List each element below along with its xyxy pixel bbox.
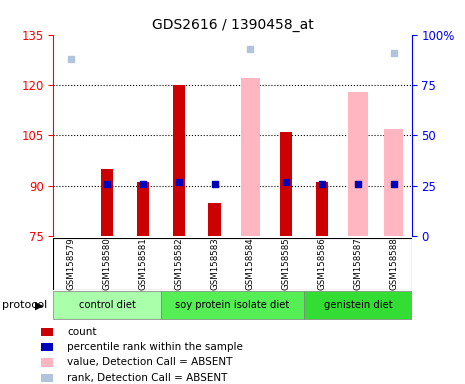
Point xyxy=(354,181,361,187)
Text: soy protein isolate diet: soy protein isolate diet xyxy=(175,300,290,310)
Bar xyxy=(240,78,260,236)
Bar xyxy=(101,169,113,236)
Bar xyxy=(316,182,328,236)
Point xyxy=(318,181,325,187)
Bar xyxy=(384,129,404,236)
Text: control diet: control diet xyxy=(79,300,136,310)
Text: GSM158586: GSM158586 xyxy=(318,238,326,290)
Point xyxy=(282,179,290,185)
Bar xyxy=(161,291,304,319)
Point xyxy=(390,181,397,187)
Text: GSM158583: GSM158583 xyxy=(210,238,219,290)
Text: GSM158587: GSM158587 xyxy=(353,238,362,290)
Bar xyxy=(280,132,292,236)
Bar xyxy=(137,182,149,236)
Point xyxy=(103,181,111,187)
Text: GSM158580: GSM158580 xyxy=(103,238,112,290)
Text: protocol: protocol xyxy=(2,300,47,310)
Text: rank, Detection Call = ABSENT: rank, Detection Call = ABSENT xyxy=(67,372,228,383)
Bar xyxy=(208,203,221,236)
Bar xyxy=(173,85,185,236)
Bar xyxy=(41,374,53,382)
Text: count: count xyxy=(67,327,97,337)
Text: GSM158581: GSM158581 xyxy=(139,238,147,290)
Point xyxy=(246,46,254,52)
Bar xyxy=(348,92,368,236)
Text: GSM158582: GSM158582 xyxy=(174,238,183,290)
Text: genistein diet: genistein diet xyxy=(324,300,392,310)
Text: percentile rank within the sample: percentile rank within the sample xyxy=(67,342,243,352)
Text: GSM158585: GSM158585 xyxy=(282,238,291,290)
Text: GSM158584: GSM158584 xyxy=(246,238,255,290)
Text: value, Detection Call = ABSENT: value, Detection Call = ABSENT xyxy=(67,358,233,367)
Point xyxy=(175,179,182,185)
Text: GSM158588: GSM158588 xyxy=(389,238,398,290)
Point xyxy=(139,181,146,187)
Bar xyxy=(41,358,53,367)
Text: GSM158579: GSM158579 xyxy=(67,238,76,290)
Bar xyxy=(53,291,161,319)
Title: GDS2616 / 1390458_at: GDS2616 / 1390458_at xyxy=(152,18,313,32)
Bar xyxy=(304,291,412,319)
Point xyxy=(67,56,75,62)
Bar xyxy=(41,328,53,336)
Point xyxy=(211,181,218,187)
Bar xyxy=(41,343,53,351)
Text: ▶: ▶ xyxy=(35,300,44,310)
Point xyxy=(390,50,397,56)
